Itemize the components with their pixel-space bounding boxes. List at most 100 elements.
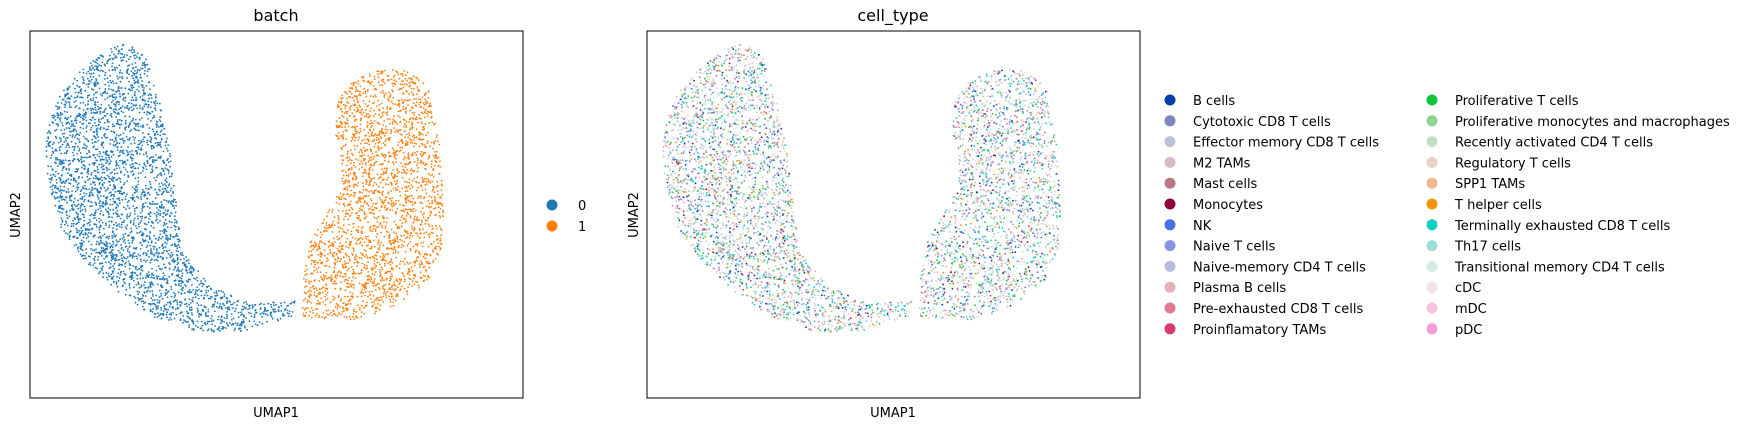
scatter-point-batch-1 [337, 296, 340, 299]
scatter-point-batch-0 [85, 248, 88, 251]
scatter-point-batch-0 [109, 160, 112, 163]
scatter-point-batch-0 [209, 297, 212, 300]
scatter-point-batch-0 [162, 159, 165, 162]
scatter-point-batch-0 [147, 81, 150, 83]
scatter-point-batch-0 [108, 226, 110, 229]
scatter-point-batch-0 [100, 249, 103, 252]
scatter-point-batch-1 [427, 90, 430, 93]
scatter-point-batch-0 [125, 163, 127, 166]
scatter-point-batch-1 [352, 287, 355, 289]
scatter-point-batch-0 [125, 215, 128, 218]
scatter-point-batch-1 [420, 160, 423, 163]
scatter-point-batch-0 [76, 95, 79, 97]
scatter-point-batch-0 [138, 111, 141, 114]
scatter-point-batch-0 [74, 190, 77, 193]
scatter-point-batch-0 [127, 109, 130, 111]
scatter-point-batch-1 [431, 180, 434, 183]
scatter-point-batch-1 [341, 310, 344, 313]
scatter-point-batch-0 [160, 174, 163, 177]
scatter-point-batch-0 [70, 120, 73, 122]
scatter-point-batch-0 [102, 272, 105, 275]
scatter-point-batch-0 [137, 79, 140, 81]
scatter-point-batch-0 [136, 146, 139, 149]
scatter-point-batch-0 [133, 207, 136, 210]
scatter-point-batch-1 [367, 88, 369, 91]
scatter-point-batch-1 [425, 192, 428, 195]
scatter-point-batch-0 [169, 165, 172, 168]
scatter-point-batch-1 [363, 288, 366, 291]
scatter-point-batch-0 [147, 106, 149, 109]
scatter-point-batch-1 [398, 116, 401, 118]
scatter-point-batch-0 [68, 236, 71, 239]
scatter-point-batch-0 [158, 188, 160, 191]
scatter-point-batch-1 [325, 224, 328, 227]
scatter-point-batch-0 [102, 151, 105, 154]
scatter-point-batch-1 [380, 206, 383, 209]
scatter-point-batch-1 [416, 243, 419, 245]
scatter-point-batch-0 [72, 179, 75, 182]
scatter-point-batch-0 [94, 187, 97, 190]
scatter-point-batch-0 [93, 187, 96, 190]
scatter-point-batch-0 [137, 139, 140, 142]
scatter-point-batch-0 [106, 154, 109, 157]
scatter-point-batch-0 [230, 323, 233, 326]
scatter-point-batch-0 [155, 269, 158, 272]
scatter-point-batch-0 [143, 163, 146, 166]
scatter-point-batch-0 [124, 160, 127, 163]
scatter-point-batch-0 [180, 277, 183, 280]
scatter-point-batch-1 [395, 199, 397, 202]
scatter-point-batch-1 [429, 181, 432, 184]
scatter-point-batch-0 [96, 68, 98, 70]
scatter-point-batch-1 [369, 110, 371, 112]
scatter-point-batch-1 [405, 90, 408, 92]
scatter-point-batch-1 [326, 257, 328, 260]
scatter-point-batch-1 [365, 95, 367, 98]
scatter-point-batch-0 [177, 266, 179, 269]
scatter-point-batch-0 [85, 193, 88, 195]
scatter-point-batch-1 [409, 200, 412, 203]
scatter-point-batch-1 [388, 233, 391, 236]
scatter-point-batch-0 [167, 172, 170, 174]
scatter-point-batch-1 [428, 266, 431, 269]
scatter-point-batch-0 [114, 111, 117, 114]
scatter-point-batch-0 [183, 292, 186, 294]
scatter-point-batch-1 [382, 142, 385, 145]
scatter-point-batch-0 [51, 185, 54, 187]
scatter-point-batch-1 [386, 107, 388, 110]
scatter-point-batch-0 [152, 226, 155, 229]
scatter-point-batch-0 [78, 107, 80, 110]
scatter-point-batch-0 [145, 223, 148, 226]
scatter-point-batch-0 [145, 252, 147, 255]
scatter-point-batch-1 [364, 150, 367, 153]
scatter-point-batch-0 [141, 234, 144, 237]
scatter-point-batch-0 [93, 249, 96, 252]
scatter-point-batch-0 [237, 316, 240, 319]
scatter-point-batch-0 [136, 215, 139, 218]
scatter-point-batch-1 [391, 147, 394, 149]
scatter-point-batch-0 [73, 244, 76, 247]
scatter-point-batch-1 [384, 69, 386, 72]
scatter-point-batch-0 [126, 170, 129, 173]
scatter-point-batch-0 [223, 321, 225, 323]
scatter-point-batch-1 [346, 180, 349, 183]
scatter-point-batch-1 [383, 120, 386, 122]
scatter-point-batch-0 [196, 307, 199, 310]
scatter-point-batch-1 [387, 78, 390, 81]
scatter-point-batch-0 [156, 259, 159, 262]
scatter-point-batch-0 [57, 172, 60, 175]
scatter-point-batch-0 [204, 323, 207, 326]
scatter-point-batch-0 [155, 275, 158, 277]
scatter-point-batch-0 [126, 193, 128, 196]
scatter-point-batch-1 [401, 146, 404, 149]
scatter-point-batch-0 [130, 157, 133, 160]
scatter-point-batch-1 [404, 229, 406, 232]
scatter-point-batch-0 [126, 54, 128, 57]
scatter-point-batch-1 [418, 286, 420, 289]
scatter-point-batch-0 [149, 163, 152, 166]
scatter-point-batch-0 [170, 194, 173, 197]
scatter-point-batch-0 [115, 206, 118, 209]
scatter-point-batch-0 [150, 141, 152, 144]
scatter-point-batch-0 [184, 303, 186, 306]
scatter-point-batch-0 [144, 184, 147, 187]
scatter-point-batch-0 [149, 232, 152, 234]
